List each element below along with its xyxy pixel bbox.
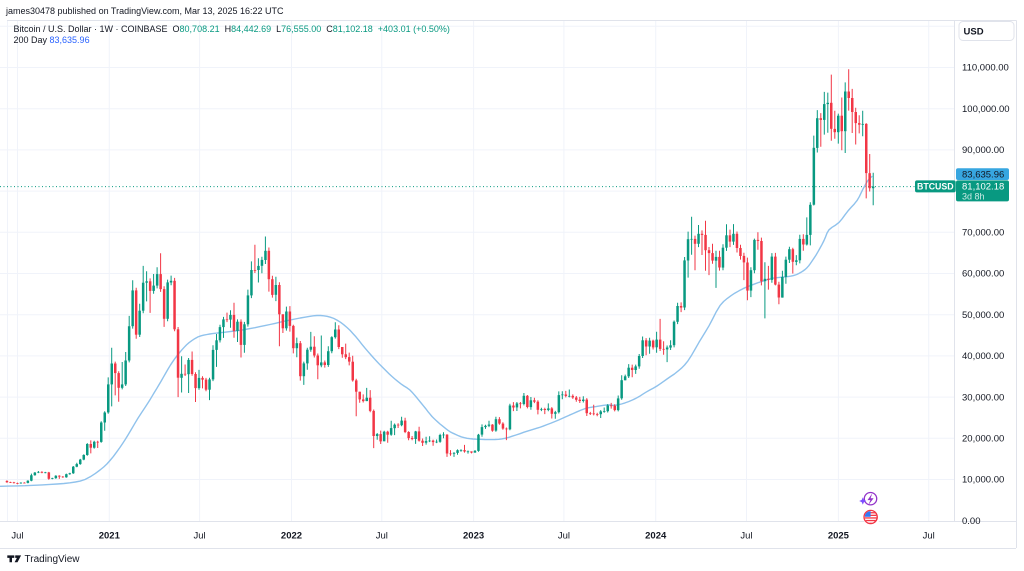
svg-text:50,000.00: 50,000.00 xyxy=(962,310,1004,321)
svg-text:2024: 2024 xyxy=(645,531,667,542)
svg-text:2022: 2022 xyxy=(281,531,302,542)
svg-text:0.00: 0.00 xyxy=(962,516,981,527)
svg-text:3d 8h: 3d 8h xyxy=(962,191,985,201)
svg-text:2025: 2025 xyxy=(828,531,850,542)
svg-text:Jul: Jul xyxy=(740,531,752,542)
svg-text:Jul: Jul xyxy=(923,531,935,542)
svg-text:81,102.18: 81,102.18 xyxy=(962,181,1004,192)
svg-text:2021: 2021 xyxy=(99,531,121,542)
svg-text:10,000.00: 10,000.00 xyxy=(962,475,1004,486)
svg-text:60,000.00: 60,000.00 xyxy=(962,269,1004,280)
svg-text:Jul: Jul xyxy=(11,531,23,542)
svg-text:30,000.00: 30,000.00 xyxy=(962,392,1004,403)
svg-text:USD: USD xyxy=(964,27,984,38)
svg-text:70,000.00: 70,000.00 xyxy=(962,228,1004,239)
svg-text:90,000.00: 90,000.00 xyxy=(962,145,1004,156)
svg-text:40,000.00: 40,000.00 xyxy=(962,351,1004,362)
svg-text:Jul: Jul xyxy=(194,531,206,542)
svg-text:Jul: Jul xyxy=(376,531,388,542)
svg-text:100,000.00: 100,000.00 xyxy=(962,104,1010,115)
svg-text:2023: 2023 xyxy=(463,531,484,542)
svg-text:TradingView: TradingView xyxy=(25,554,81,565)
svg-text:110,000.00: 110,000.00 xyxy=(962,63,1009,74)
svg-text:BTCUSD: BTCUSD xyxy=(917,182,954,192)
svg-text:Jul: Jul xyxy=(558,531,570,542)
svg-text:83,635.96: 83,635.96 xyxy=(962,169,1004,180)
svg-text:20,000.00: 20,000.00 xyxy=(962,434,1004,445)
